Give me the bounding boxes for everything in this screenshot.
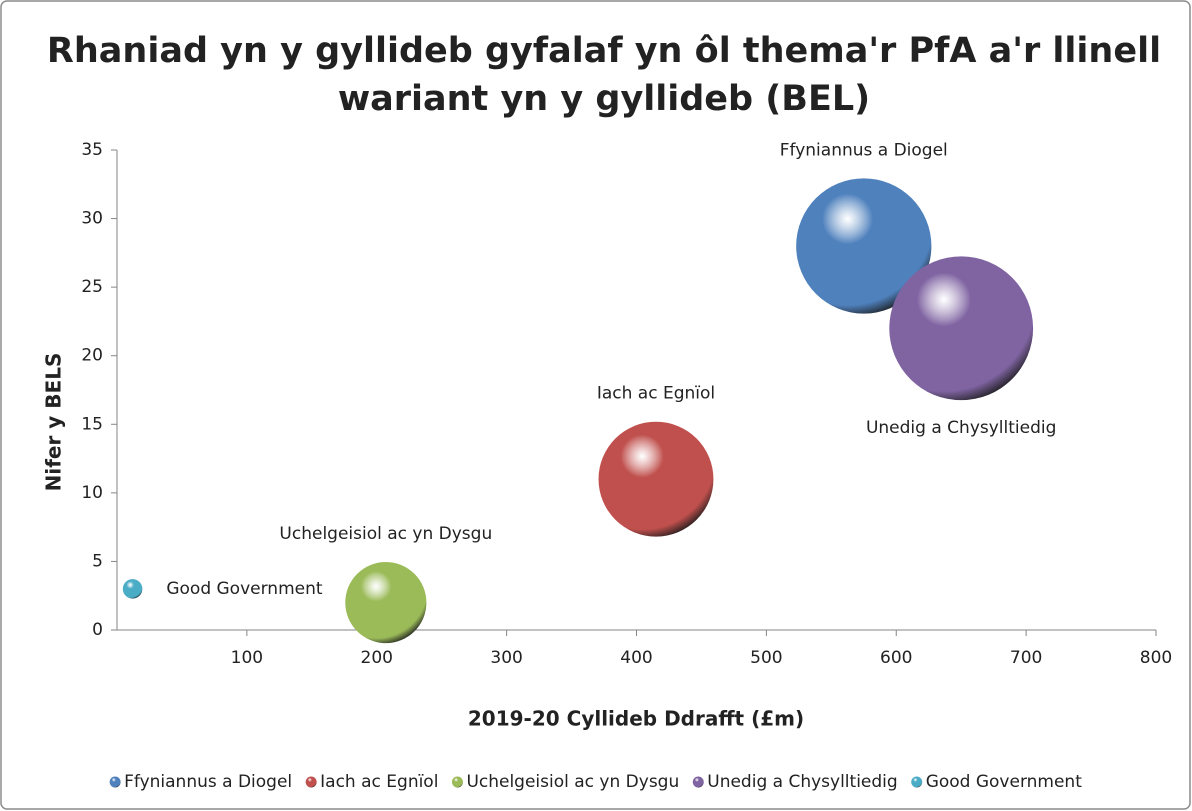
x-tick-label: 800	[1140, 648, 1172, 668]
y-tick-label: 20	[81, 346, 103, 366]
y-tick-label: 15	[81, 414, 103, 434]
legend-marker	[305, 776, 317, 788]
data-label: Unedig a Chysylltiedig	[866, 418, 1056, 438]
legend-label: Good Government	[926, 772, 1083, 792]
y-tick-label: 0	[92, 620, 103, 640]
y-tick-label: 35	[81, 140, 103, 160]
data-label: Iach ac Egnïol	[597, 384, 715, 404]
chart-title: wariant yn y gyllideb (BEL)	[338, 79, 870, 119]
bubble	[598, 421, 714, 537]
bubble	[889, 256, 1034, 401]
bubble	[345, 561, 427, 644]
x-tick-label: 500	[750, 648, 782, 668]
bubble	[796, 178, 932, 314]
x-tick-label: 700	[1010, 648, 1042, 668]
x-tick-label: 100	[231, 648, 263, 668]
legend-marker	[451, 776, 463, 788]
legend-label: Uchelgeisiol ac yn Dysgu	[466, 772, 679, 792]
legend-marker	[692, 776, 704, 788]
x-axis-label: 2019-20 Cyllideb Ddrafft (£m)	[468, 707, 804, 731]
data-label: Ffyniannus a Diogel	[780, 140, 948, 160]
y-tick-label: 10	[81, 483, 103, 503]
y-tick-label: 30	[81, 209, 103, 229]
legend-label: Unedig a Chysylltiedig	[707, 772, 897, 792]
legend-marker	[911, 776, 923, 788]
legend-label: Ffyniannus a Diogel	[124, 772, 292, 792]
y-tick-label: 25	[81, 277, 103, 297]
y-tick-label: 5	[92, 551, 103, 571]
chart-title: Rhaniad yn y gyllideb gyfalaf yn ôl them…	[47, 31, 1161, 71]
data-label: Uchelgeisiol ac yn Dysgu	[279, 524, 492, 544]
x-tick-label: 400	[620, 648, 652, 668]
x-tick-label: 600	[880, 648, 912, 668]
y-axis-label: Nifer y BELS	[42, 353, 66, 492]
data-label: Good Government	[166, 579, 323, 599]
x-tick-label: 300	[490, 648, 522, 668]
x-tick-label: 200	[361, 648, 393, 668]
bubble	[122, 579, 143, 599]
legend-marker	[109, 776, 121, 788]
legend-label: Iach ac Egnïol	[320, 772, 438, 792]
